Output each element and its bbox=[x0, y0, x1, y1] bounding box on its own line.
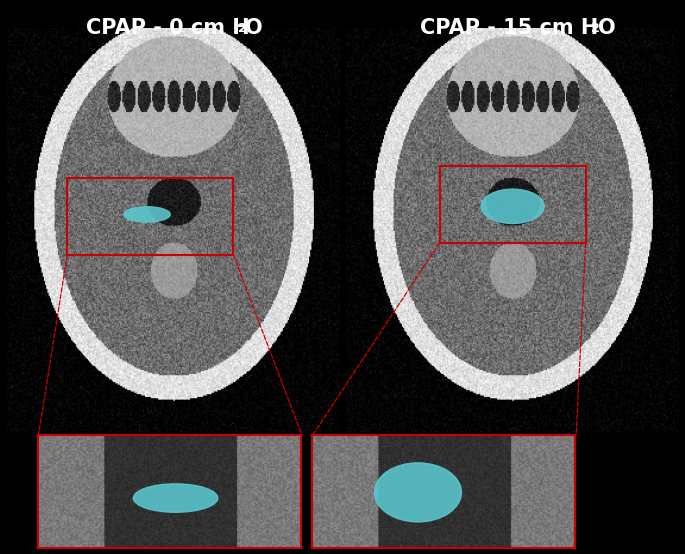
Ellipse shape bbox=[134, 484, 218, 512]
Text: 2: 2 bbox=[591, 22, 600, 35]
Text: 2: 2 bbox=[238, 22, 247, 35]
Text: O: O bbox=[245, 18, 263, 38]
Ellipse shape bbox=[481, 189, 544, 223]
Text: CPAP - 0 cm H: CPAP - 0 cm H bbox=[86, 18, 249, 38]
Bar bbox=[440, 166, 586, 243]
Text: O: O bbox=[598, 18, 616, 38]
Ellipse shape bbox=[124, 207, 171, 222]
Text: CPAP - 15 cm H: CPAP - 15 cm H bbox=[420, 18, 598, 38]
Ellipse shape bbox=[375, 463, 462, 522]
Bar bbox=[67, 178, 234, 255]
